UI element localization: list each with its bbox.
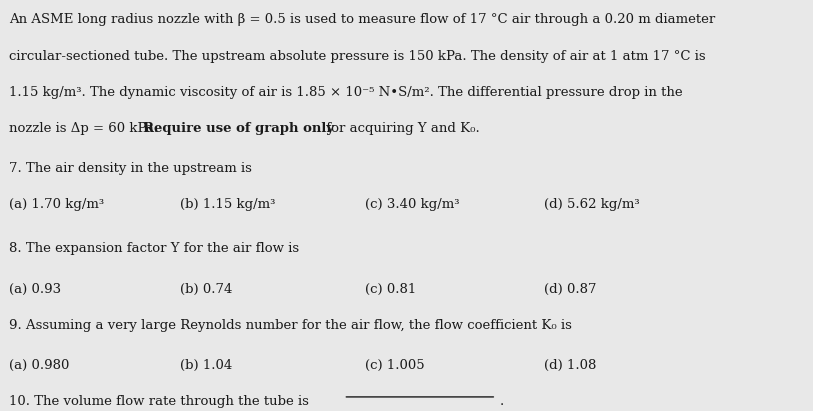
Text: 7. The air density in the upstream is: 7. The air density in the upstream is (9, 162, 251, 175)
Text: (b) 0.74: (b) 0.74 (180, 282, 232, 296)
Text: circular-sectioned tube. The upstream absolute pressure is 150 kPa. The density : circular-sectioned tube. The upstream ab… (9, 50, 706, 62)
Text: (c) 3.40 kg/m³: (c) 3.40 kg/m³ (365, 198, 460, 211)
Text: (b) 1.04: (b) 1.04 (180, 359, 232, 372)
Text: (c) 1.005: (c) 1.005 (365, 359, 425, 372)
Text: (b) 1.15 kg/m³: (b) 1.15 kg/m³ (180, 198, 275, 211)
Text: (a) 0.980: (a) 0.980 (9, 359, 69, 372)
Text: Require use of graph only: Require use of graph only (143, 122, 334, 135)
Text: (d) 0.87: (d) 0.87 (544, 282, 596, 296)
Text: (c) 0.81: (c) 0.81 (365, 282, 416, 296)
Text: An ASME long radius nozzle with β = 0.5 is used to measure flow of 17 °C air thr: An ASME long radius nozzle with β = 0.5 … (9, 14, 715, 26)
Text: 8. The expansion factor Y for the air flow is: 8. The expansion factor Y for the air fl… (9, 242, 299, 255)
Text: nozzle is Δp = 60 kPa.: nozzle is Δp = 60 kPa. (9, 122, 162, 135)
Text: 9. Assuming a very large Reynolds number for the air flow, the flow coefficient : 9. Assuming a very large Reynolds number… (9, 319, 572, 332)
Text: 10. The volume flow rate through the tube is: 10. The volume flow rate through the tub… (9, 395, 309, 408)
Text: (d) 5.62 kg/m³: (d) 5.62 kg/m³ (544, 198, 639, 211)
Text: for acquiring Y and K₀.: for acquiring Y and K₀. (322, 122, 480, 135)
Text: .: . (500, 395, 504, 408)
Text: (d) 1.08: (d) 1.08 (544, 359, 596, 372)
Text: 1.15 kg/m³. The dynamic viscosity of air is 1.85 × 10⁻⁵ N•S/m². The differential: 1.15 kg/m³. The dynamic viscosity of air… (9, 86, 682, 99)
Text: (a) 0.93: (a) 0.93 (9, 282, 61, 296)
Text: (a) 1.70 kg/m³: (a) 1.70 kg/m³ (9, 198, 104, 211)
